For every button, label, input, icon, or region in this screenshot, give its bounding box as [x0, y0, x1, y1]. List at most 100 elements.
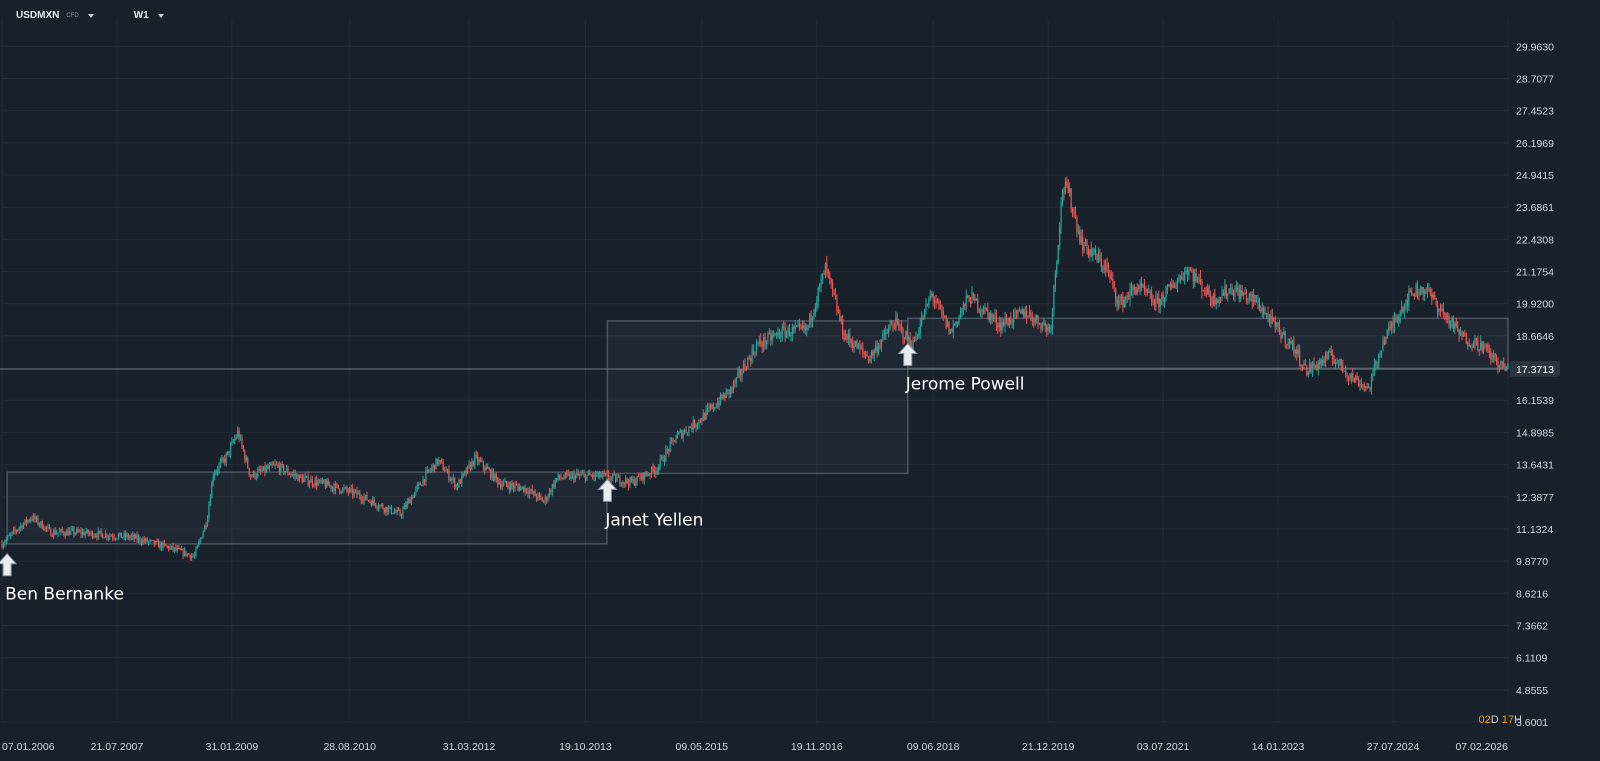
- candle-body: [248, 468, 250, 475]
- candle-body: [400, 515, 403, 517]
- candle-body: [155, 541, 157, 545]
- candle-body: [737, 372, 739, 378]
- candle-body: [435, 458, 437, 470]
- candle-body: [465, 470, 467, 474]
- candle-body: [185, 550, 187, 556]
- candle-body: [237, 430, 239, 438]
- candle-body: [271, 463, 273, 465]
- candle-body: [551, 484, 553, 493]
- candle-body: [429, 470, 431, 472]
- candle-body: [406, 501, 408, 508]
- candle-body: [768, 333, 770, 335]
- candle-body: [1261, 308, 1263, 312]
- candle-body: [636, 475, 638, 483]
- candle-body: [389, 506, 391, 509]
- candle-body: [1096, 255, 1098, 262]
- candle-body: [844, 334, 847, 340]
- candle-body: [100, 530, 102, 534]
- candle-body: [1015, 310, 1018, 314]
- candle-body: [1340, 358, 1342, 365]
- candle-body: [888, 328, 890, 334]
- candle-body: [987, 309, 989, 313]
- candle-body: [543, 501, 545, 503]
- candle-body: [104, 534, 107, 538]
- candle-body: [1202, 290, 1204, 292]
- candle-body: [354, 490, 357, 492]
- candle-body: [508, 486, 510, 490]
- candle-body: [1105, 264, 1107, 271]
- candle-body: [370, 501, 372, 506]
- candle-body: [101, 533, 104, 538]
- candle-body: [854, 341, 857, 347]
- candle-body: [750, 358, 752, 362]
- candle-body: [794, 326, 796, 329]
- candle-body: [991, 313, 993, 318]
- symbol-selector[interactable]: USDMXN CFD: [16, 10, 94, 21]
- candle-body: [1003, 322, 1005, 326]
- candle-body: [20, 525, 22, 528]
- candle-body: [1504, 366, 1506, 371]
- candle-body: [1024, 311, 1026, 317]
- symbol-label: USDMXN: [16, 10, 60, 21]
- candle-body: [182, 549, 184, 556]
- candle-body: [1165, 289, 1167, 301]
- candle-body: [1057, 245, 1059, 262]
- candle-body: [948, 322, 950, 334]
- candle-body: [326, 480, 328, 488]
- candle-body: [168, 546, 170, 550]
- candle-body: [1174, 287, 1176, 289]
- candle-body: [696, 424, 699, 426]
- candle-body: [99, 530, 101, 532]
- candle-body: [1311, 363, 1314, 372]
- candle-body: [1001, 322, 1003, 331]
- candle-body: [1013, 311, 1015, 323]
- candle-body: [862, 347, 864, 352]
- candle-body: [1073, 211, 1075, 213]
- candle-body: [1478, 349, 1480, 351]
- candle-body: [324, 482, 326, 488]
- candle-body: [387, 508, 390, 513]
- candle-body: [1370, 376, 1373, 390]
- candle-body: [898, 321, 900, 326]
- candle-body: [346, 487, 348, 491]
- candle-body: [1120, 296, 1123, 302]
- candle-body: [679, 430, 681, 433]
- candle-body: [192, 555, 194, 557]
- candle-body: [1199, 277, 1202, 283]
- candle-body: [97, 531, 99, 538]
- candle-body: [396, 509, 398, 513]
- candle-body: [242, 445, 245, 451]
- candle-body: [293, 473, 295, 475]
- candle-body: [704, 413, 706, 420]
- candle-body: [1067, 185, 1069, 193]
- candle-body: [423, 479, 426, 482]
- candle-body: [235, 437, 237, 439]
- candle-body: [1310, 364, 1312, 372]
- candle-body: [344, 487, 347, 489]
- candle-body: [459, 480, 462, 484]
- candle-body: [1209, 296, 1212, 300]
- candle-body: [265, 467, 268, 472]
- candle-body: [877, 345, 880, 353]
- candle-body: [876, 346, 878, 353]
- candle-body: [965, 295, 967, 306]
- candle-body: [206, 518, 209, 526]
- candle-body: [30, 519, 32, 521]
- candle-body: [421, 485, 423, 486]
- candle-body: [1117, 300, 1120, 305]
- candle-body: [1449, 321, 1452, 327]
- timeframe-selector[interactable]: W1: [128, 8, 170, 23]
- candle-body: [1451, 318, 1453, 322]
- candle-body: [699, 419, 701, 422]
- candle-body: [1248, 294, 1250, 299]
- candle-body: [1339, 358, 1341, 361]
- candle-body: [35, 517, 38, 520]
- candle-body: [255, 476, 257, 478]
- candle-body: [375, 503, 377, 507]
- candle-body: [251, 476, 253, 477]
- candle-body: [221, 458, 223, 462]
- candle-body: [895, 317, 897, 328]
- candle-body: [550, 490, 552, 493]
- candle-body: [1452, 318, 1454, 329]
